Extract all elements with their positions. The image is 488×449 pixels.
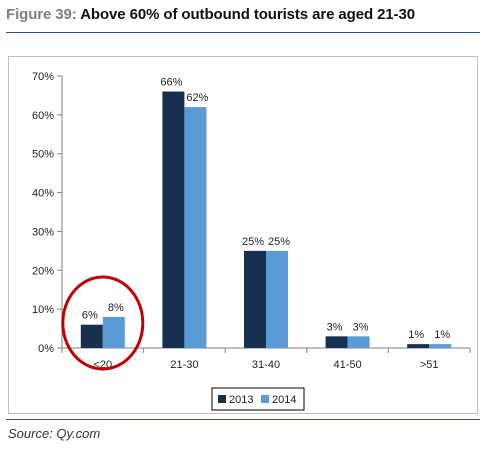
data-label-2013: 25% xyxy=(242,236,264,248)
x-tick-label: 21-30 xyxy=(170,359,198,371)
bar-2013 xyxy=(325,336,348,348)
x-tick-label: 31-40 xyxy=(252,359,280,371)
y-tick-label: 20% xyxy=(32,265,54,277)
legend-label-2013: 2013 xyxy=(229,394,253,406)
bar-2014 xyxy=(347,336,370,348)
data-label-2013: 1% xyxy=(408,329,424,341)
x-tick-label: >51 xyxy=(420,359,439,371)
data-label-2014: 62% xyxy=(186,92,208,104)
data-label-2014: 3% xyxy=(353,321,369,333)
figure-title: Figure 39: Above 60% of outbound tourist… xyxy=(6,6,415,23)
y-tick-label: 30% xyxy=(32,226,54,238)
legend-box xyxy=(211,387,305,411)
data-label-2014: 8% xyxy=(108,302,124,314)
data-label-2013: 3% xyxy=(327,321,343,333)
data-label-2013: 6% xyxy=(82,310,98,322)
chart-frame xyxy=(8,56,478,414)
y-tick-label: 70% xyxy=(32,71,54,83)
title-rule xyxy=(6,32,480,33)
figure-number: Figure 39: xyxy=(6,6,77,23)
highlight-circle xyxy=(61,275,145,371)
data-label-2014: 1% xyxy=(434,329,450,341)
bar-2013 xyxy=(407,344,430,348)
source-note: Source: Qy.com xyxy=(8,426,101,441)
x-tick-label: 41-50 xyxy=(334,359,362,371)
y-tick-label: 60% xyxy=(32,110,54,122)
data-label-2013: 66% xyxy=(160,77,182,89)
bar-2013 xyxy=(244,250,266,348)
figure-title-text: Above 60% of outbound tourists are aged … xyxy=(80,6,415,23)
data-label-2014: 25% xyxy=(268,236,290,248)
y-tick-label: 50% xyxy=(32,149,54,161)
legend-label-2014: 2014 xyxy=(272,394,296,406)
legend-swatch-2014 xyxy=(261,395,269,403)
source-rule xyxy=(6,419,480,420)
bar-2013 xyxy=(162,91,185,349)
y-tick-label: 0% xyxy=(38,343,54,355)
y-tick-label: 40% xyxy=(32,188,54,200)
legend-swatch-2013 xyxy=(218,395,226,403)
bar-2014 xyxy=(102,316,125,348)
bar-2014 xyxy=(266,250,288,348)
bar-2014 xyxy=(429,344,452,348)
bar-2013 xyxy=(80,324,103,348)
bar-2014 xyxy=(184,107,207,348)
y-tick-label: 10% xyxy=(32,304,54,316)
